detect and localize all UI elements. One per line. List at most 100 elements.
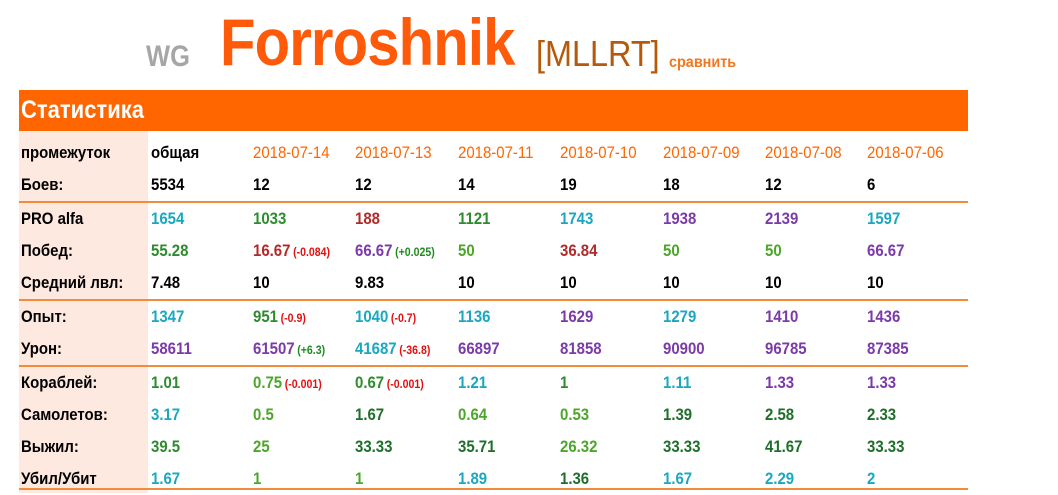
- stat-value: 36.84: [560, 241, 598, 260]
- stat-value: 66.67: [355, 241, 393, 260]
- stat-row: Убил/Убит 1.67 1 1 1.89 1.36 1.67 2.29 2: [19, 463, 968, 495]
- stat-value: 33.33: [355, 437, 393, 456]
- stat-value-cell: 1.39: [661, 399, 763, 431]
- stat-value-cell: 61507 (+6.3): [251, 333, 353, 366]
- stat-value-wrap: 81858: [560, 339, 602, 359]
- stat-value-cell: 12: [763, 169, 865, 202]
- row-label-cell: Боев:: [19, 169, 149, 202]
- stat-value: 10: [765, 273, 782, 292]
- stat-value: 35.71: [457, 437, 496, 456]
- stat-value-cell: 41687 (-36.8): [353, 333, 455, 366]
- stat-value-wrap: 0.67 (-0.001): [355, 373, 424, 393]
- stat-value-wrap: 0.53: [560, 405, 589, 425]
- stat-value-cell: 1: [558, 365, 661, 399]
- stat-value-wrap: 1410: [765, 307, 798, 327]
- stat-label: Выжил:: [21, 437, 79, 456]
- stat-value: 1121: [457, 209, 491, 228]
- stat-value-wrap: 1.01: [151, 373, 180, 393]
- stat-value-cell: 1033: [251, 201, 354, 235]
- stat-value: 25: [253, 437, 270, 456]
- stat-value-cell: 19: [558, 169, 660, 202]
- stat-value-wrap: 1.67: [663, 469, 692, 489]
- stat-value: 1.21: [457, 373, 487, 392]
- stat-value-wrap: 1.89: [458, 469, 487, 489]
- stat-value: 50: [457, 241, 475, 260]
- stat-value-cell: 36.84: [558, 235, 660, 267]
- stat-value: 2.33: [867, 405, 897, 424]
- stat-value: 5534: [151, 175, 185, 194]
- stat-value-wrap: 10: [560, 273, 577, 293]
- stat-value: 1938: [662, 209, 696, 228]
- stat-label: Боев:: [21, 175, 64, 194]
- stat-value: 1033: [253, 209, 287, 228]
- stat-value-wrap: 0.75 (-0.001): [253, 373, 322, 393]
- stat-value-cell: 55.28: [149, 235, 251, 267]
- stat-value-cell: 1136: [455, 299, 559, 333]
- period-date-label: 2018-07-10: [560, 143, 637, 162]
- stat-value-cell: 16.67 (-0.084): [251, 235, 353, 267]
- realm-badge: WG: [146, 40, 190, 73]
- stat-value: 81858: [560, 339, 602, 358]
- stat-value: 10: [662, 273, 680, 292]
- stat-value: 41.67: [765, 437, 803, 456]
- stat-value: 2: [867, 469, 876, 488]
- period-date-label: 2018-07-09: [662, 143, 740, 162]
- stat-value: 7.48: [151, 273, 181, 292]
- stat-value-wrap: 50: [663, 241, 680, 261]
- stat-value: 1436: [867, 307, 901, 326]
- stat-value: 58611: [151, 339, 192, 358]
- row-label-cell: промежуток: [19, 137, 149, 169]
- stat-value-cell: 10: [558, 267, 660, 300]
- section-title-text: Статистика: [21, 96, 144, 124]
- stat-value-cell: 18: [661, 169, 763, 202]
- stat-value: 3.17: [151, 405, 181, 424]
- stat-row: Боев: 5534 12 12 14 19 18 12 6: [19, 169, 968, 202]
- stat-value-cell: 1.11: [660, 365, 764, 399]
- stat-label: Опыт:: [21, 307, 67, 326]
- stat-label: Урон:: [21, 339, 63, 358]
- stat-value-cell: 1.67: [353, 399, 455, 431]
- period-date[interactable]: 2018-07-08: [763, 137, 865, 169]
- stat-value: 0.75: [253, 373, 283, 392]
- period-date-label: 2018-07-06: [867, 143, 945, 162]
- stat-value-wrap: 1121: [458, 209, 490, 229]
- stat-value-wrap: 1: [253, 469, 261, 489]
- stat-value-wrap: 2.29: [765, 469, 794, 489]
- period-date[interactable]: 2018-07-13: [353, 137, 455, 169]
- stat-value-wrap: 10: [867, 273, 884, 293]
- stat-value: 18: [662, 175, 680, 194]
- stat-value: 951: [253, 307, 279, 326]
- stat-value: 1743: [560, 209, 594, 228]
- period-date[interactable]: 2018-07-10: [558, 137, 660, 169]
- period-general: общая: [149, 137, 251, 169]
- compare-link[interactable]: сравнить: [669, 54, 737, 71]
- stat-value-wrap: 41.67: [765, 437, 802, 457]
- stat-value-wrap: 96785: [765, 339, 807, 359]
- stat-value: 1597: [867, 209, 901, 228]
- stat-value-cell: 25: [251, 431, 353, 463]
- section-title: Статистика: [19, 90, 968, 131]
- stat-value-cell: 0.67 (-0.001): [353, 365, 456, 399]
- stat-label: Кораблей:: [21, 373, 98, 392]
- stat-value-wrap: 14: [458, 175, 475, 195]
- stat-value-cell: 87385: [865, 333, 968, 366]
- period-date[interactable]: 2018-07-09: [661, 137, 763, 169]
- stat-value-wrap: 1.33: [867, 373, 896, 393]
- stat-value: 16.67: [253, 241, 291, 260]
- stat-value-cell: 9.83: [353, 267, 455, 300]
- period-general-label: общая: [151, 143, 200, 162]
- row-label-cell: PRO alfa: [19, 201, 150, 235]
- stat-delta: (-36.8): [399, 343, 431, 357]
- stat-value-cell: 1629: [558, 299, 661, 333]
- row-label-cell: Самолетов:: [19, 399, 149, 431]
- row-label-cell: Кораблей:: [19, 365, 150, 399]
- period-date[interactable]: 2018-07-14: [251, 137, 353, 169]
- clan-tag[interactable]: [MLLRT]: [536, 33, 660, 74]
- stat-value-cell: 96785: [763, 333, 865, 366]
- stat-value-wrap: 35.71: [458, 437, 495, 457]
- stat-row: Кораблей: 1.01 0.75 (-0.001) 0.67 (-0.001) 1.2…: [19, 365, 968, 399]
- period-date[interactable]: 2018-07-06: [865, 137, 968, 169]
- stat-value-wrap: 10: [253, 273, 270, 293]
- period-date[interactable]: 2018-07-11: [456, 137, 558, 169]
- stat-label: PRO alfa: [21, 209, 84, 228]
